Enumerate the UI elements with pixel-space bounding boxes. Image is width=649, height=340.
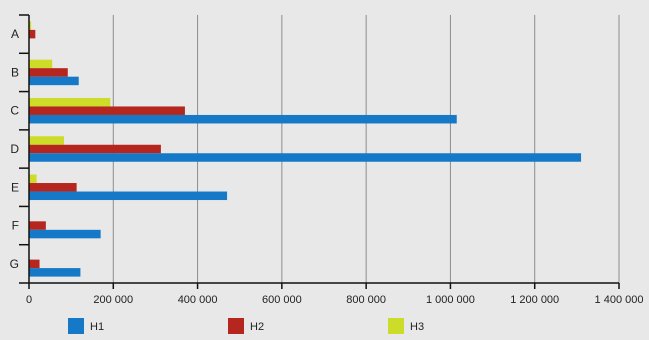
bars [29,21,582,277]
legend-label: H1 [90,321,104,333]
bar-h1-b [29,76,79,86]
bar-h2-b [29,68,68,77]
x-tick-label: 800 000 [346,294,386,306]
bar-h2-f [29,221,46,230]
category-label: C [10,104,19,118]
bar-h1-c [29,114,457,124]
bar-h3-d [29,136,64,145]
legend-swatch [228,318,244,334]
x-tick-label: 1 400 000 [595,294,644,306]
category-label: F [12,219,19,233]
legend: H1 H2 H3 [68,318,424,334]
bar-h3-a [29,21,32,30]
legend-swatch [388,318,404,334]
category-label: A [11,27,19,41]
legend-swatch [68,318,84,334]
grid-lines [112,15,620,283]
x-tick-label: 600 000 [262,294,302,306]
x-tick-label: 1 000 000 [426,294,475,306]
bar-h2-a [29,29,36,39]
bar-h1-e [29,191,228,201]
bar-h2-g [29,259,40,269]
bar-h2-e [29,183,77,192]
category-label: B [11,65,19,79]
category-label: G [10,257,19,271]
bar-h2-d [29,144,161,154]
bar-h3-b [29,59,53,69]
x-tick-label: 1 200 000 [510,294,559,306]
category-label: D [10,142,19,156]
axes [19,14,620,289]
legend-item-h2: H2 [228,318,264,334]
x-tick-label: 0 [26,294,32,306]
x-tick-labels: 0 200 000 400 000 600 000 800 000 1 000 000 1 … [26,294,644,306]
bar-h1-d [29,153,582,162]
bar-h2-c [29,106,185,115]
bar-h1-f [29,229,101,239]
legend-item-h1: H1 [68,318,104,334]
category-labels: A B C D E F G [10,27,20,271]
x-tick-label: 400 000 [178,294,218,306]
bar-h3-c [29,97,111,107]
category-label: E [11,180,19,194]
bar-h3-e [29,174,37,184]
x-tick-label: 200 000 [93,294,133,306]
legend-item-h3: H3 [388,318,424,334]
bar-h1-g [29,268,81,277]
legend-label: H2 [250,321,264,333]
legend-label: H3 [410,321,424,333]
